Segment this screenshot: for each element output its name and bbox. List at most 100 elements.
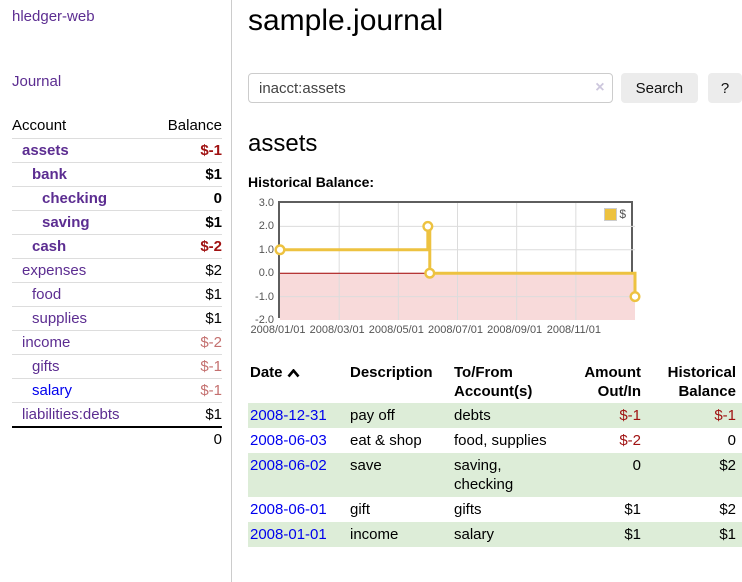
account-column-header: Account xyxy=(12,117,67,134)
transaction-amount: $-1 xyxy=(619,407,641,424)
description-column-header[interactable]: Description xyxy=(350,364,433,381)
account-row: expenses $2 xyxy=(12,258,222,282)
x-axis-tick: 2008/07/01 xyxy=(427,324,484,336)
x-axis-tick: 2008/03/01 xyxy=(309,324,365,336)
legend-series-label: $ xyxy=(619,207,626,221)
app-brand-link[interactable]: hledger-web xyxy=(12,8,95,25)
transaction-accounts: saving, checking xyxy=(454,457,514,493)
register-header-row: Date Description To/From Account(s) Amou… xyxy=(248,361,742,403)
transaction-date-link[interactable]: 2008-06-03 xyxy=(250,432,327,449)
account-link-gifts[interactable]: gifts xyxy=(32,358,60,375)
account-link-saving[interactable]: saving xyxy=(42,214,90,231)
transaction-balance: $1 xyxy=(719,526,736,543)
sort-ascending-icon xyxy=(287,364,300,383)
transaction-balance: $2 xyxy=(719,457,736,474)
transaction-date-link[interactable]: 2008-01-01 xyxy=(250,526,327,543)
register-row: 2008-06-02 save saving, checking 0 $2 xyxy=(248,453,742,497)
account-balance: $-1 xyxy=(200,358,222,375)
transaction-balance: 0 xyxy=(727,432,736,449)
transaction-description: save xyxy=(350,457,382,474)
accounts-column-header[interactable]: To/From Account(s) xyxy=(454,364,533,400)
transaction-amount: $1 xyxy=(624,501,641,518)
account-balance: $-2 xyxy=(200,238,222,255)
y-axis-tick: 1.0 xyxy=(258,243,274,256)
account-link-cash[interactable]: cash xyxy=(32,238,67,255)
account-balance: $1 xyxy=(205,310,222,327)
account-balance: $1 xyxy=(205,166,222,183)
transaction-balance: $-1 xyxy=(714,407,736,424)
account-link-salary[interactable]: salary xyxy=(32,382,73,399)
account-row: saving $1 xyxy=(12,210,222,234)
account-row: gifts $-1 xyxy=(12,354,222,378)
account-balance: $-1 xyxy=(200,382,222,399)
legend-swatch-icon xyxy=(604,207,618,221)
help-button[interactable]: ? xyxy=(708,73,742,103)
register-row: 2008-12-31 pay off debts $-1 $-1 xyxy=(248,403,742,428)
transaction-description: pay off xyxy=(350,407,395,424)
account-link-income[interactable]: income xyxy=(22,334,71,351)
transaction-date-link[interactable]: 2008-06-02 xyxy=(250,457,327,474)
transaction-balance: $2 xyxy=(719,501,736,518)
transaction-description: eat & shop xyxy=(350,432,422,449)
account-row: checking 0 xyxy=(12,186,222,210)
chart-legend: $ xyxy=(604,207,626,221)
account-row: income $-2 xyxy=(12,330,222,354)
transaction-description: income xyxy=(350,526,399,543)
balance-column-header: Balance xyxy=(167,117,222,134)
search-button[interactable]: Search xyxy=(620,73,699,103)
historical-balance-chart: 3.0 2.0 1.0 0.0 -1.0 -2.0 $ 2008/01/01 2008/03… xyxy=(248,197,742,341)
y-axis-tick: -1.0 xyxy=(255,290,274,303)
data-point-marker xyxy=(629,291,641,303)
account-page-title: assets xyxy=(248,130,318,157)
account-link-bank[interactable]: bank xyxy=(32,166,68,183)
search-form: × Search ? xyxy=(248,73,742,103)
y-axis-tick: 0.0 xyxy=(258,267,274,280)
account-link-expenses[interactable]: expenses xyxy=(22,262,87,279)
register-row: 2008-01-01 income salary $1 $1 xyxy=(248,522,742,547)
x-axis-tick: 2008/05/01 xyxy=(368,324,424,336)
account-rows: assets $-1 bank $1 checking 0 saving $1 cash $-2 e… xyxy=(12,138,222,426)
page-title: sample.journal xyxy=(248,4,444,37)
amount-column-header[interactable]: Amount Out/In xyxy=(584,364,641,400)
account-row: food $1 xyxy=(12,282,222,306)
account-row: liabilities:debts $1 xyxy=(12,402,222,426)
transaction-amount: $-2 xyxy=(619,432,641,449)
account-link-checking[interactable]: checking xyxy=(42,190,108,207)
x-axis-tick: 2008/09/01 xyxy=(487,324,543,336)
transaction-date-link[interactable]: 2008-12-31 xyxy=(250,407,327,424)
account-row: assets $-1 xyxy=(12,138,222,162)
date-column-header[interactable]: Date xyxy=(248,361,348,403)
transaction-accounts: debts xyxy=(454,407,491,424)
account-link-liabilities:debts[interactable]: liabilities:debts xyxy=(22,406,120,423)
sidebar: hledger-web Journal Account Balance asse… xyxy=(0,0,232,582)
data-point-marker xyxy=(422,220,434,232)
transaction-accounts: food, supplies xyxy=(454,432,547,449)
register-table: Date Description To/From Account(s) Amou… xyxy=(248,361,742,547)
account-link-food[interactable]: food xyxy=(32,286,62,303)
account-balance: $2 xyxy=(205,262,222,279)
transaction-description: gift xyxy=(350,501,371,518)
account-link-supplies[interactable]: supplies xyxy=(32,310,88,327)
main-content: sample.journal × Search ? assets Histori… xyxy=(248,0,742,547)
search-input[interactable] xyxy=(248,73,613,103)
chart-plot-area: $ xyxy=(274,201,641,320)
register-row: 2008-06-01 gift gifts $1 $2 xyxy=(248,497,742,522)
x-axis-tick: 2008/01/01 xyxy=(250,324,306,336)
account-balance: 0 xyxy=(213,190,222,207)
account-balance: $1 xyxy=(205,214,222,231)
transaction-date-link[interactable]: 2008-06-01 xyxy=(250,501,327,518)
sidebar-item-journal[interactable]: Journal xyxy=(12,73,62,90)
data-point-marker xyxy=(274,244,286,256)
account-row: bank $1 xyxy=(12,162,222,186)
y-axis-tick: 2.0 xyxy=(258,220,274,233)
transaction-accounts: gifts xyxy=(454,501,482,518)
y-axis-tick: 3.0 xyxy=(258,197,274,209)
account-row: salary $-1 xyxy=(12,378,222,402)
transaction-amount: 0 xyxy=(632,457,641,474)
transaction-amount: $1 xyxy=(624,526,641,543)
total-balance: 0 xyxy=(12,426,222,451)
account-table-header: Account Balance xyxy=(12,114,222,138)
clear-search-icon[interactable]: × xyxy=(595,79,605,96)
account-link-assets[interactable]: assets xyxy=(22,142,69,159)
balance-column-header[interactable]: Historical Balance xyxy=(667,364,736,400)
